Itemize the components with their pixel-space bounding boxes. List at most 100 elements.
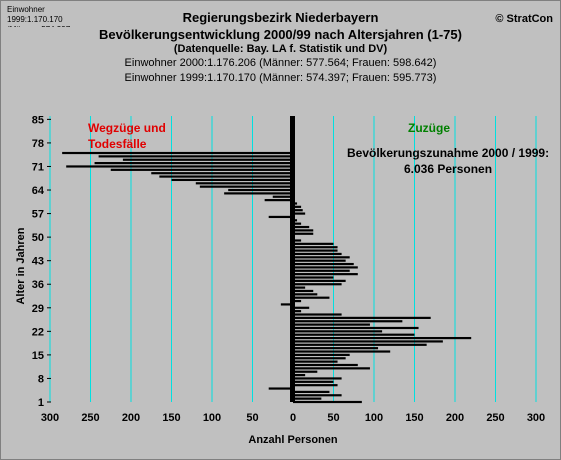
y-axis-label: Alter in Jahren (15, 227, 27, 304)
bar (293, 273, 358, 276)
bar (293, 390, 330, 393)
bar (293, 400, 362, 404)
y-tick-label: 57 (32, 209, 44, 221)
x-tick-label: 250 (81, 412, 99, 424)
bar (293, 299, 302, 303)
bar (293, 306, 310, 309)
population-1999-note: Einwohner 1999:1.170.170 (Männer: 574.39… (124, 72, 437, 84)
x-tick-label: 300 (41, 412, 59, 424)
y-tick-label: 85 (32, 114, 44, 126)
copyright-label: © StratCon (495, 13, 553, 25)
bar (293, 222, 302, 225)
x-axis-label: Anzahl Personen (248, 434, 338, 446)
bar (293, 370, 318, 373)
bar (293, 313, 342, 316)
corner-note: Einwohner 1999:1.170.170 (Männer: 574.39… (7, 5, 72, 27)
bar (293, 316, 431, 319)
bar (195, 182, 293, 185)
bar (293, 269, 350, 272)
bar (293, 320, 403, 323)
population-2000-note: Einwohner 2000:1.176.206 (Männer: 577.56… (124, 57, 437, 69)
y-tick-label: 71 (32, 161, 44, 173)
bar (293, 259, 346, 262)
bar-series (62, 151, 472, 404)
bar (268, 387, 293, 390)
bar (293, 229, 314, 232)
x-tick-label: 200 (122, 412, 140, 424)
bar (293, 323, 370, 326)
bar (94, 162, 293, 165)
y-tick-label: 50 (32, 232, 44, 244)
bar (293, 256, 350, 259)
bar (280, 303, 293, 306)
y-tick-label: 43 (32, 256, 44, 268)
bar (293, 283, 342, 286)
bar (293, 380, 334, 383)
bar (66, 165, 293, 168)
bar (293, 252, 342, 256)
y-tick-label: 1 (38, 397, 44, 409)
bar (293, 219, 298, 222)
bar (293, 249, 338, 252)
y-tick-label: 36 (32, 279, 44, 291)
bar (293, 350, 391, 353)
bar (293, 289, 314, 293)
bar (224, 192, 293, 195)
bar (293, 340, 443, 343)
chart-title: Regierungsbezirk Niederbayern (182, 10, 379, 25)
zero-axis-line (290, 116, 295, 402)
x-tick-label: 200 (446, 412, 464, 424)
bar (293, 279, 346, 282)
bar (293, 357, 346, 360)
summary-label: Bevölkerungszunahme 2000 / 1999: (347, 146, 549, 160)
x-tick-label: 250 (486, 412, 504, 424)
bar (293, 202, 298, 205)
x-tick-label: 50 (246, 412, 258, 424)
outflow-label: Wegzüge und (88, 121, 166, 135)
bar (122, 158, 294, 161)
bar (293, 397, 322, 400)
outflow-label-line2: Todesfälle (88, 137, 147, 151)
bar (293, 266, 358, 269)
bar (293, 384, 338, 387)
bar (293, 353, 350, 356)
bar (293, 276, 334, 279)
bar (151, 172, 293, 175)
bar (293, 326, 419, 330)
bar (293, 242, 334, 245)
bar (293, 377, 342, 380)
inflow-label: Zuzüge (408, 121, 450, 135)
bar (159, 175, 293, 178)
bar (62, 151, 294, 155)
y-tick-label: 29 (32, 303, 44, 315)
y-tick-label: 64 (32, 185, 45, 197)
bar (293, 363, 358, 367)
bar (199, 185, 293, 188)
bar (293, 239, 302, 242)
bar (293, 286, 306, 289)
bar (228, 188, 293, 192)
x-tick-label: 150 (162, 412, 180, 424)
summary-value: 6.036 Personen (404, 162, 492, 176)
y-tick-label: 8 (38, 373, 44, 385)
x-tick-label: 300 (527, 412, 545, 424)
bar (293, 373, 306, 377)
x-tick-label: 100 (365, 412, 383, 424)
bar (293, 330, 383, 333)
y-tick-label: 22 (32, 326, 44, 338)
bar (293, 367, 370, 370)
bar (293, 212, 306, 215)
bar (293, 225, 310, 229)
x-tick-label: 100 (203, 412, 221, 424)
y-tick-label: 15 (32, 350, 44, 362)
x-tick-label: 150 (405, 412, 423, 424)
bar (268, 215, 293, 219)
bar (293, 343, 427, 346)
bar (171, 178, 293, 182)
bar (293, 246, 338, 249)
bar (293, 394, 342, 397)
y-tick-label: 78 (32, 138, 44, 150)
bar (293, 296, 330, 299)
